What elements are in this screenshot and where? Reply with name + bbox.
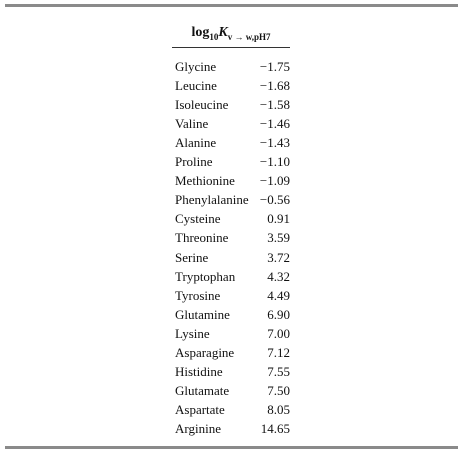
value: 7.55: [267, 363, 290, 379]
value: 7.00: [267, 325, 290, 341]
amino-acid: Threonine: [175, 230, 229, 246]
value: 4.49: [267, 287, 290, 303]
amino-acid: Cysteine: [175, 211, 221, 227]
header-symbol-sub: v → w,pH7: [227, 31, 271, 42]
amino-acid: Tryptophan: [175, 268, 236, 284]
value: −1.68: [259, 78, 290, 94]
amino-acid: Arginine: [175, 420, 221, 436]
value: 4.32: [267, 268, 290, 284]
value: −1.75: [259, 59, 290, 74]
amino-acid: Valine: [175, 116, 209, 132]
value: −0.56: [259, 192, 290, 208]
amino-acid: Isoleucine: [175, 97, 229, 113]
value: −1.10: [259, 154, 290, 170]
value: 6.90: [267, 306, 290, 322]
value: 0.91: [267, 211, 290, 227]
amino-acid: Tyrosine: [175, 287, 221, 303]
amino-acid: Phenylalanine: [175, 192, 249, 208]
value: 7.50: [267, 382, 290, 398]
amino-acid: Histidine: [175, 363, 223, 379]
value: −1.43: [259, 135, 290, 151]
value: −1.09: [259, 173, 290, 189]
top-rule: [5, 4, 458, 7]
value: 7.12: [267, 344, 290, 360]
value: 8.05: [267, 401, 290, 417]
bottom-rule: [5, 446, 458, 449]
amino-acid: Leucine: [175, 78, 217, 94]
amino-acid: Alanine: [175, 135, 217, 151]
amino-acid: Glutamate: [175, 382, 230, 398]
amino-acid: Aspartate: [175, 401, 225, 417]
value: −1.46: [259, 116, 290, 132]
amino-acid: Glutamine: [175, 306, 230, 322]
amino-acid: Lysine: [175, 325, 210, 341]
amino-acid: Methionine: [175, 173, 235, 189]
header-base-sub: 10: [209, 31, 219, 42]
value: −1.58: [259, 97, 290, 113]
amino-acid: Serine: [175, 249, 209, 265]
header-symbol: K: [218, 25, 228, 40]
amino-acid: Glycine: [175, 59, 217, 74]
value: 3.72: [267, 249, 290, 265]
value: 14.65: [260, 420, 290, 436]
header-base: log: [191, 25, 210, 40]
amino-acid: Proline: [175, 154, 213, 170]
amino-acid: Asparagine: [175, 344, 235, 360]
value: 3.59: [267, 230, 290, 246]
column-header: log10Kv → w,pH7: [172, 25, 290, 42]
header-rule: [172, 47, 290, 48]
